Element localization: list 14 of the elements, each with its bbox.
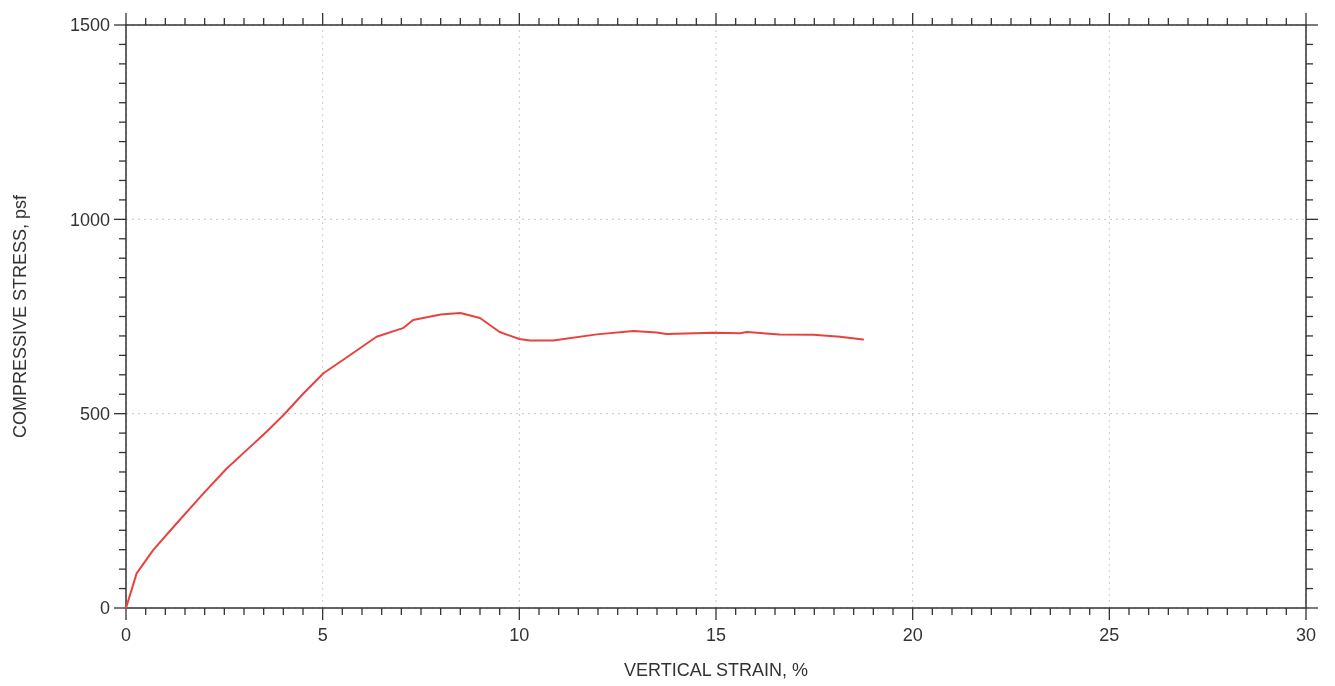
x-axis-title: VERTICAL STRAIN, % — [623, 660, 809, 680]
x-tick-label: 5 — [317, 625, 328, 645]
x-tick-label: 20 — [902, 625, 923, 645]
x-tick-label: 0 — [120, 625, 132, 645]
line-series — [125, 312, 865, 609]
y-tick-label: 500 — [79, 403, 110, 424]
y-tick-label: 1000 — [69, 209, 110, 230]
x-tick-label: 30 — [1295, 625, 1317, 645]
x-tick-label: 15 — [705, 625, 727, 645]
y-tick-label: 1500 — [69, 15, 110, 36]
y-tick-label: 0 — [99, 598, 110, 619]
x-tick-label: 10 — [509, 625, 530, 645]
x-tick-label: 25 — [1099, 625, 1120, 645]
y-axis-title: COMPRESSIVE STRESS, psf — [10, 193, 30, 439]
